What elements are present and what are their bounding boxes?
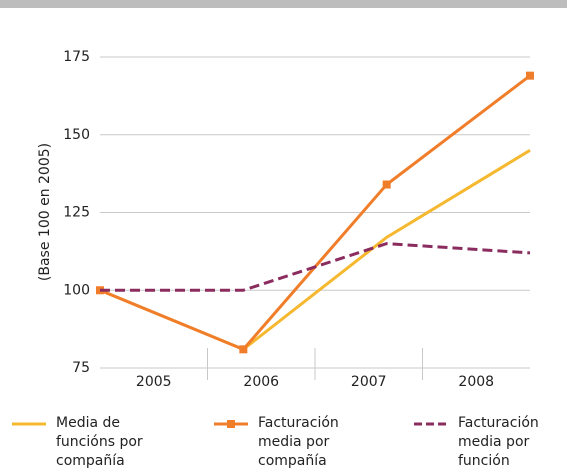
legend-label: Facturación media por función (458, 415, 539, 469)
legend-swatch (414, 422, 448, 426)
x-tick-label: 2007 (351, 374, 387, 390)
legend-item: Media de funcións por compañía (10, 414, 181, 471)
y-tick-label: 150 (63, 127, 90, 143)
y-tick-label: 100 (63, 282, 90, 298)
y-tick-label: 75 (72, 360, 90, 376)
y-tick-label: 175 (63, 49, 90, 65)
legend-swatch (214, 420, 248, 428)
x-tick-label: 2006 (243, 374, 279, 390)
marker (382, 180, 391, 189)
legend-swatch (12, 422, 46, 426)
header-bar (0, 0, 567, 8)
legend-label: Media de funcións por compañía (56, 415, 143, 469)
series-line (99, 149, 531, 352)
legend-label: Facturación media por compañía (258, 415, 339, 469)
legend-item: Facturación media por compañía (212, 414, 383, 471)
y-tick-label: 125 (63, 205, 90, 221)
x-tick-label: 2005 (136, 374, 172, 390)
y-axis-label: (Base 100 en 2005) (37, 143, 53, 281)
legend-item: Facturación media por función (412, 414, 567, 471)
marker (526, 71, 534, 80)
x-tick-label: 2008 (458, 374, 494, 390)
series-line (100, 242, 531, 292)
marker (239, 345, 248, 354)
